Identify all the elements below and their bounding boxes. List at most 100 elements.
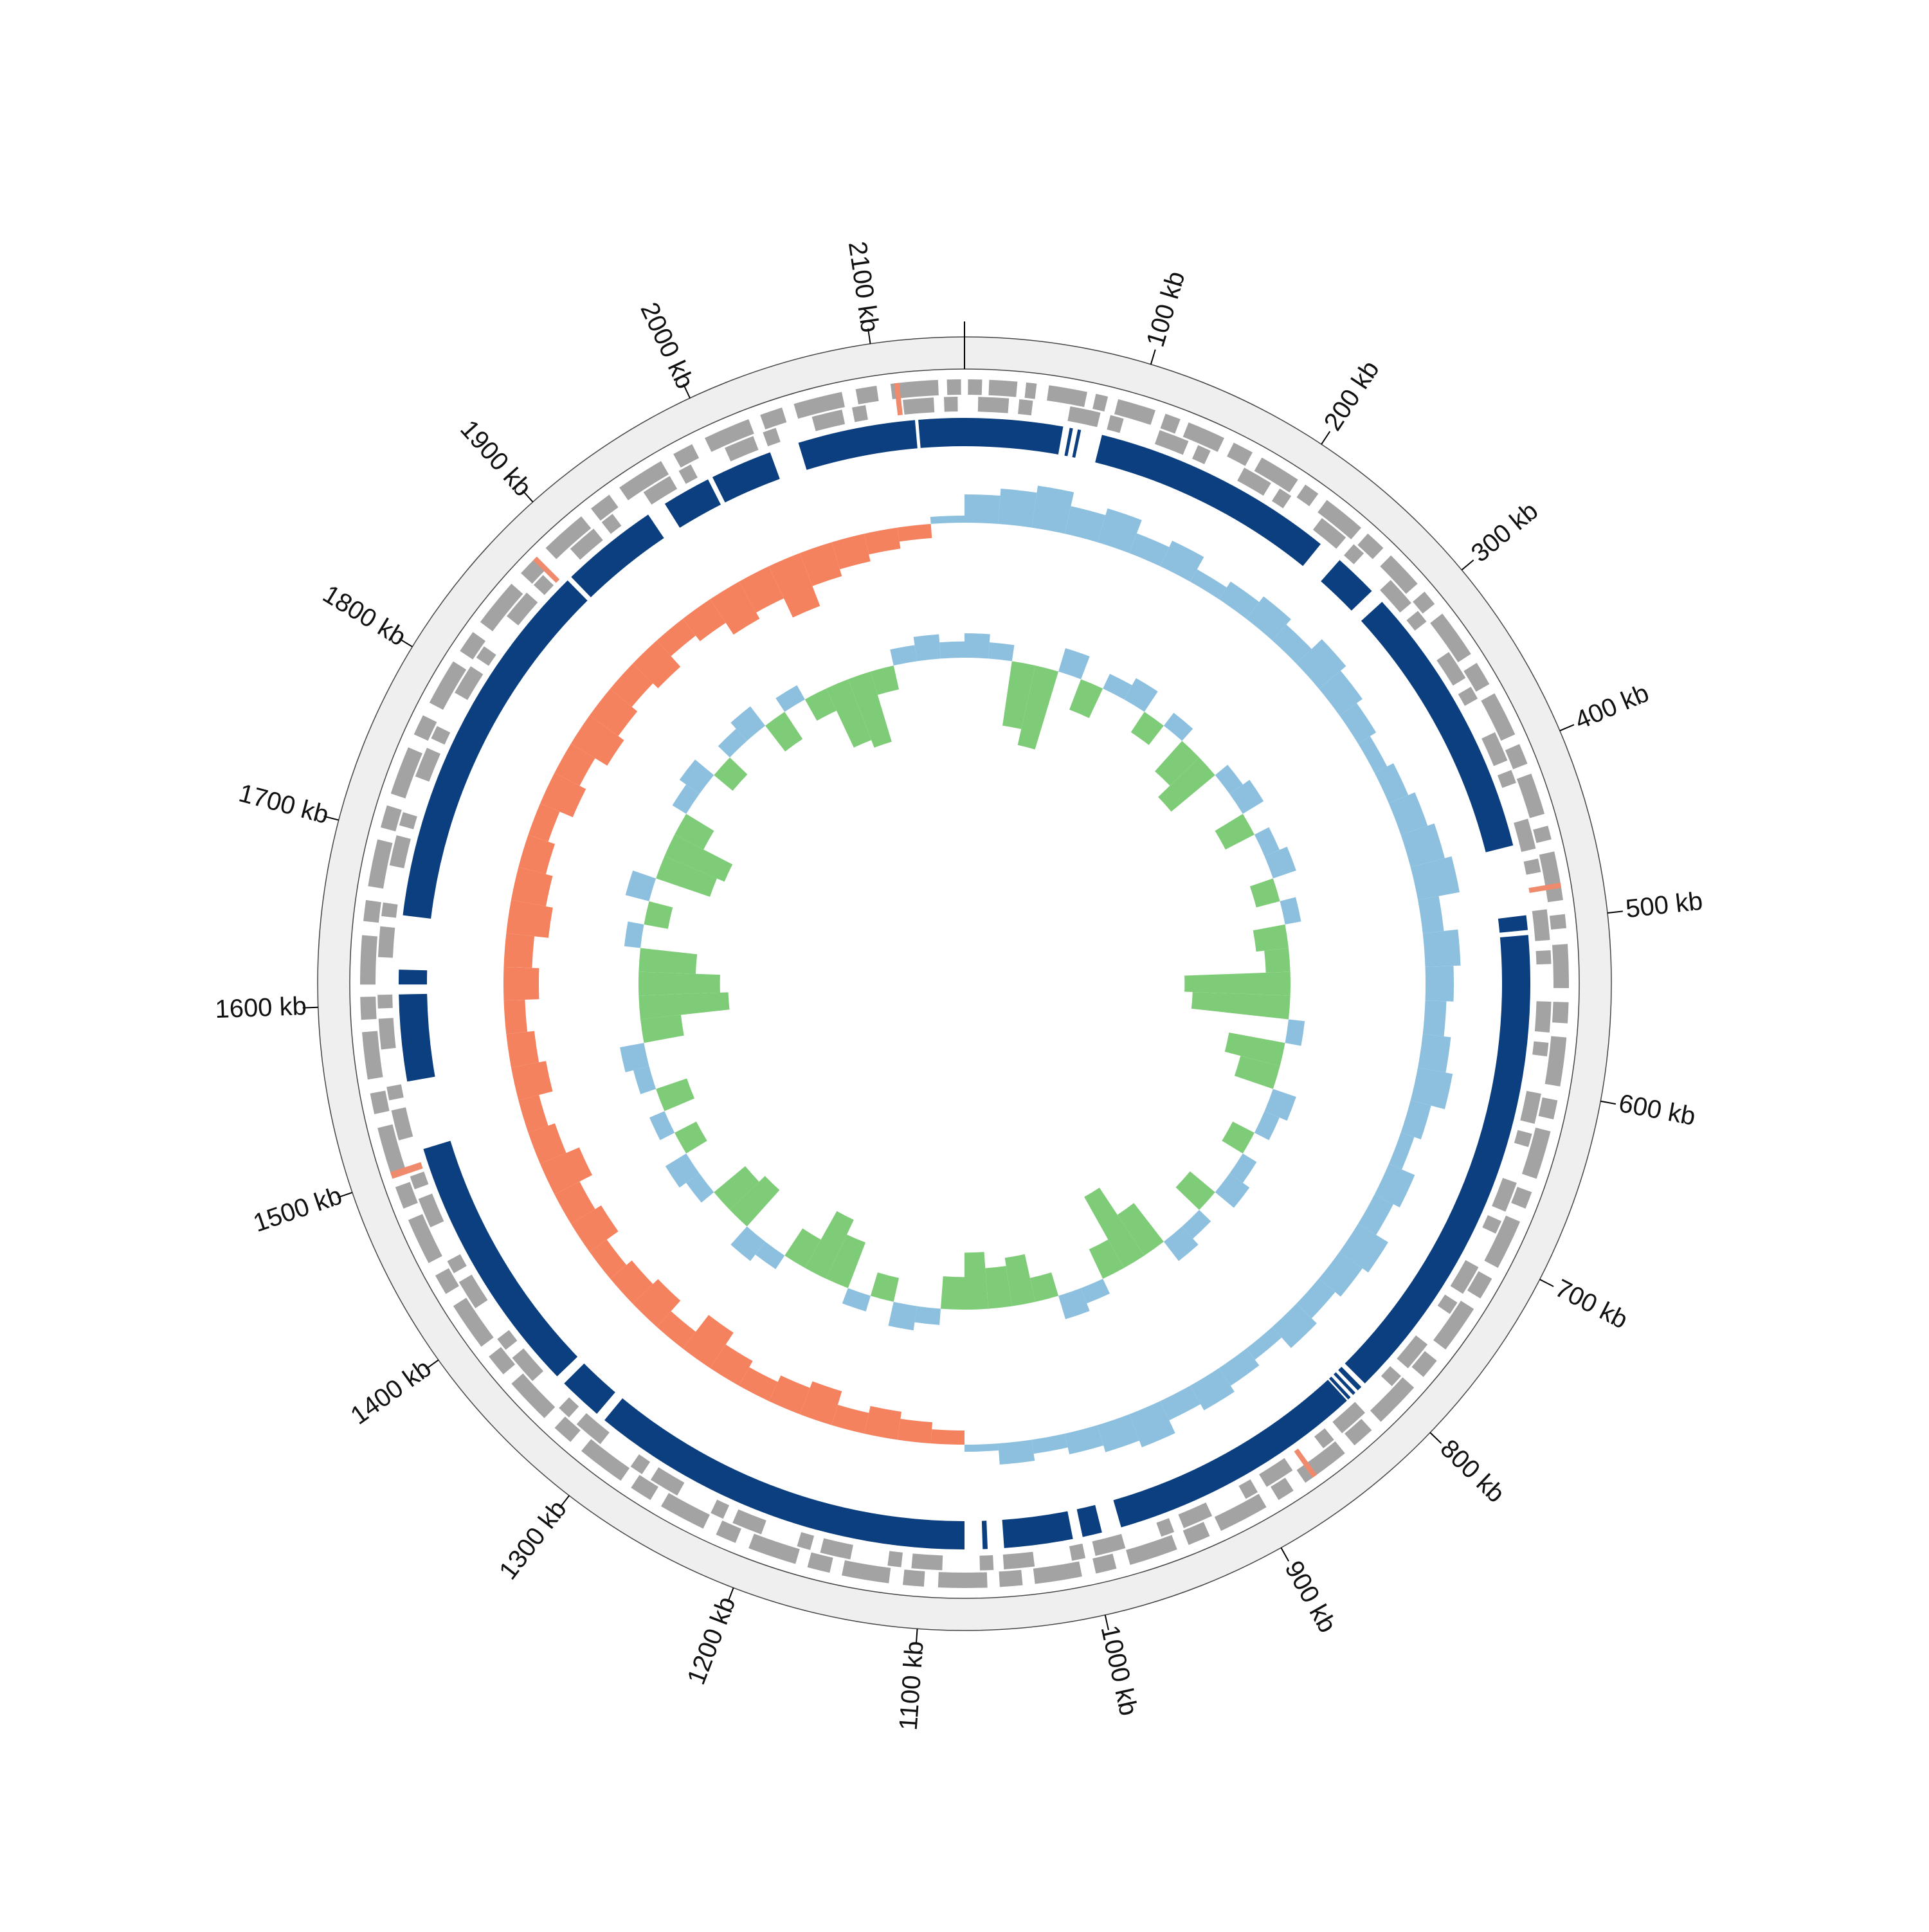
gc-content-bar [1058,1288,1090,1319]
tick-label: 1800 kb [318,580,410,652]
tick-label: 1500 kb [249,1181,345,1238]
tick-label: 1000 kb [1096,1623,1143,1719]
gc-content-bar [672,784,700,814]
gc-skew-bar [1160,1386,1201,1421]
gc-skew-bar [1031,485,1074,534]
tick-label: 400 kb [1571,679,1653,735]
tick [1104,1614,1109,1630]
gc-content-bar [1215,1173,1250,1208]
gene-forward [1484,1215,1521,1268]
rna-feature [1294,1449,1318,1478]
gene-forward [855,386,879,404]
gene-forward [480,583,523,631]
block [918,418,964,448]
gc-content-bar [1158,757,1215,812]
gene-forward [1463,662,1490,692]
tick [1539,1279,1554,1287]
block [1338,1366,1362,1391]
gene-forward [1380,555,1418,594]
gc-content-bar [1175,1171,1215,1210]
gene-forward [988,379,1018,397]
gc-skew-bar [1031,1433,1068,1454]
gc-content-bar [714,757,748,791]
gene-reverse [447,1254,467,1274]
tick [1150,349,1156,365]
gene-forward [716,1520,741,1543]
gc-content-bar [939,641,964,659]
gene-forward [1552,944,1569,988]
gc-content-bar [1253,924,1289,952]
gene-reverse [820,1538,853,1560]
gene-forward [842,1560,891,1584]
gc-skew-bar [1339,703,1377,744]
gene-reverse [1332,1402,1366,1434]
gene-reverse [559,1397,579,1418]
gene-reverse [1535,950,1552,965]
gene-reverse [725,436,759,462]
gene-reverse [643,476,678,505]
gc-skew-bar [682,1315,734,1368]
gene-forward [673,444,700,468]
tick-label: 1200 kb [682,1593,741,1689]
tick-label: 1600 kb [215,992,307,1024]
gene-forward [748,1533,800,1564]
gc-skew-bar [1339,1223,1388,1273]
gene-forward [661,1493,710,1529]
gc-content-bar [1004,1254,1036,1306]
gene-forward [413,715,437,741]
gene-forward [1345,1418,1372,1446]
gene-reverse [377,926,395,958]
gene-forward [1521,1127,1551,1179]
gc-skew-bar [589,1239,627,1279]
block [403,580,588,919]
gene-reverse [979,1555,994,1571]
block [1334,1372,1356,1395]
gene-forward [903,1569,925,1587]
block [399,993,435,1082]
gene-forward [1114,399,1155,425]
gene-forward [1160,413,1181,434]
gc-skew-bar [739,566,784,613]
gene-forward [395,1182,418,1209]
gene-reverse [1397,1335,1428,1369]
gene-forward [545,516,592,559]
gc-skew-bar [998,1440,1035,1465]
gc-content-bar [679,759,714,794]
tick-label: 2100 kb [843,240,884,334]
gene-forward [1433,1301,1474,1350]
gene-forward [1214,1494,1267,1531]
tick [915,1629,918,1645]
gene-reverse [1344,544,1364,564]
gc-skew-bar [1400,823,1445,867]
gc-skew-bar [657,618,696,656]
gc-content-bar [1264,1088,1296,1121]
gc-content-bar [988,642,1015,662]
gene-reverse [1514,818,1536,853]
gene-reverse [1107,415,1124,433]
gene-forward [1318,500,1361,539]
gene-reverse [1532,909,1550,941]
gc-content-bar [1155,741,1199,786]
tick [521,490,534,503]
block [1095,435,1321,566]
gc-skew-bar [1358,1194,1394,1235]
gene-forward [968,379,983,395]
gene-forward [1033,1561,1082,1584]
gc-content-bar [1222,1121,1254,1154]
gc-skew-bar [739,1367,778,1402]
gc-content-bar [656,1078,695,1112]
gene-reverse [1406,611,1427,631]
gene-forward [1516,773,1545,818]
gene-reverse [377,994,393,1009]
gc-content-bar [1254,1111,1280,1141]
gene-reverse [1018,399,1033,416]
gc-skew-bar [503,966,539,1001]
block [1345,935,1530,1384]
gene-forward [377,1124,406,1176]
gene-forward [1254,457,1298,493]
gc-skew-bar [570,715,624,766]
gene-forward [760,407,787,429]
gc-skew-bar [1097,1414,1139,1452]
gene-forward [363,899,381,923]
gene-reverse [389,835,411,869]
